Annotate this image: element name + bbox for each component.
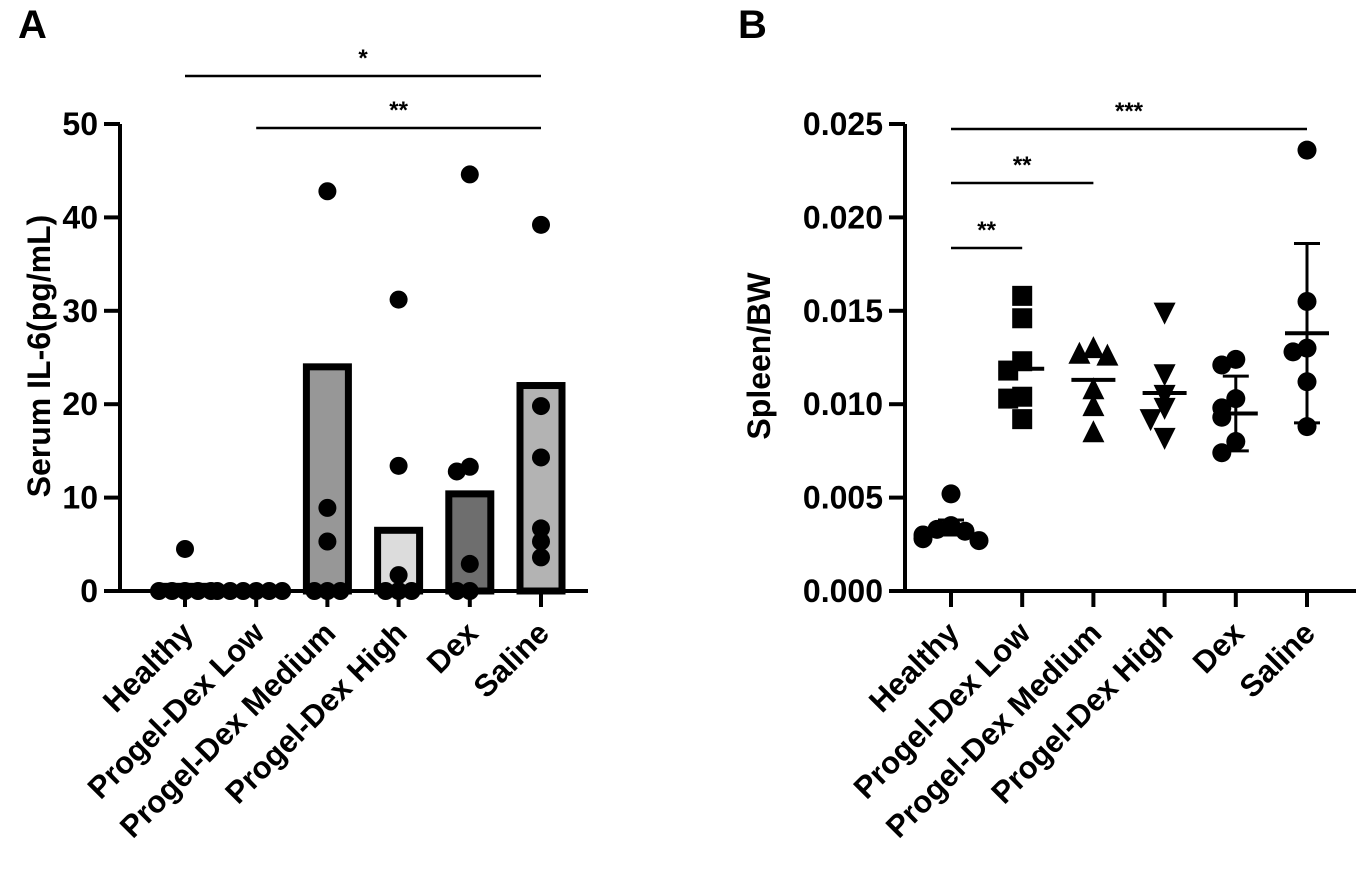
panel-b-point-healthy	[969, 531, 989, 551]
panel-a-y-tick-label: 10	[62, 480, 98, 516]
panel-a-point-saline	[532, 532, 550, 551]
panel-a-point-dex	[460, 554, 479, 573]
panel-a-bar-progel-dex-medium	[302, 363, 352, 595]
panel-b-significance-label: **	[977, 217, 996, 244]
panel-b-point-progel-dex-medium	[1082, 377, 1105, 400]
panel-b-point-dex	[1212, 443, 1232, 463]
panel-a-y-tick-label: 20	[62, 386, 98, 422]
panel-a-point-dex	[447, 462, 466, 481]
panel-b-letter: B	[738, 3, 767, 47]
panel-a-point-progel-dex-medium	[318, 182, 337, 201]
panel-a-category-label-saline: Saline	[467, 615, 556, 704]
panel-b-category-label-saline: Saline	[1233, 615, 1322, 704]
panel-a-point-progel-dex-low	[221, 582, 240, 600]
panel-a-y-axis-label: Serum IL-6(pg/mL)	[21, 215, 57, 498]
panel-a-point-progel-dex-low	[273, 582, 292, 600]
panel-a-point-healthy	[150, 582, 168, 600]
panel-b-point-progel-dex-high	[1153, 364, 1176, 387]
panel-a-point-progel-dex-high	[389, 566, 408, 585]
panel-a-significance-label: **	[389, 97, 408, 124]
panel-b-point-progel-dex-high	[1153, 302, 1176, 325]
panel-b-point-progel-dex-low	[1012, 409, 1033, 430]
panel-a-letter: A	[18, 3, 47, 47]
panel-b-point-healthy	[913, 529, 933, 549]
panel-a-point-progel-dex-high	[389, 456, 408, 475]
panel-a-point-progel-dex-low	[247, 582, 266, 600]
panel-a-point-progel-dex-medium	[318, 498, 337, 517]
panel-a-point-healthy	[176, 582, 194, 600]
panel-b-point-saline	[1283, 342, 1303, 362]
panel-b-significance-label: ***	[1115, 98, 1144, 125]
panel-a-point-saline	[532, 215, 550, 234]
panel-b-point-progel-dex-high	[1153, 397, 1176, 420]
panel-a-point-progel-dex-medium	[318, 532, 337, 551]
panel-a-bar-dex	[445, 490, 495, 595]
panel-a-point-progel-dex-medium	[331, 582, 350, 600]
panel-b-point-progel-dex-medium	[1082, 420, 1105, 443]
panel-b-y-tick-label: 0.025	[803, 106, 883, 142]
panel-a-y-tick-label: 30	[62, 293, 98, 329]
panel-a-y-tick-label: 50	[62, 106, 98, 142]
panel-a-point-progel-dex-high	[402, 582, 421, 600]
panel-b-point-progel-dex-high	[1153, 427, 1176, 450]
panel-a-point-dex	[460, 165, 479, 184]
panel-b-point-progel-dex-medium	[1068, 341, 1091, 364]
panel-b-point-progel-dex-medium	[1082, 336, 1105, 359]
panel-b-point-healthy	[941, 484, 961, 504]
panel-b-y-tick-label: 0.015	[803, 293, 883, 329]
panel-b-point-progel-dex-medium	[1082, 394, 1105, 417]
panel-a-y-tick-label: 0	[80, 573, 98, 609]
panel-a-point-dex	[460, 582, 479, 600]
panel-a-point-saline	[532, 448, 550, 467]
panel-a-significance-label: *	[358, 45, 368, 72]
panel-a-point-progel-dex-medium	[318, 582, 337, 600]
panel-b-point-dex	[1212, 407, 1232, 427]
panel-b-significance-label: **	[1013, 152, 1032, 179]
panel-b-point-dex	[1226, 389, 1246, 409]
panel-a-point-healthy	[163, 582, 181, 600]
panel-b-point-saline	[1297, 140, 1317, 160]
panel-b-point-progel-dex-low	[998, 388, 1019, 409]
panel-a-point-progel-dex-low	[234, 582, 253, 600]
panel-b-y-tick-label: 0.010	[803, 386, 883, 422]
panel-a-y-tick-label: 40	[62, 199, 98, 235]
panel-b-point-saline	[1297, 291, 1317, 311]
panel-a-point-saline	[532, 397, 550, 416]
panel-b-point-saline	[1297, 372, 1317, 392]
panel-a-point-progel-dex-medium	[305, 582, 324, 600]
panel-b-point-saline	[1297, 417, 1317, 437]
panel-a-point-saline	[532, 519, 550, 538]
panel-a-chart: Serum IL-6(pg/mL) 01020304050HealthyProg…	[21, 45, 588, 845]
panel-b-y-tick-label: 0.005	[803, 480, 883, 516]
panel-b-y-tick-label: 0.000	[803, 573, 883, 609]
panel-a-point-progel-dex-low	[208, 582, 227, 600]
panel-b-point-progel-dex-low	[1012, 308, 1033, 329]
panel-b-chart: Spleen/BW 0.000 0.005 0.010 0.015 0.020 0.025…	[741, 98, 1356, 845]
panel-b-point-dex	[1212, 355, 1232, 375]
panel-a-point-healthy	[176, 539, 194, 558]
panel-a-point-progel-dex-low	[260, 582, 279, 600]
panel-a-point-saline	[532, 548, 550, 567]
panel-a-point-progel-dex-high	[389, 290, 408, 309]
panel-a-point-progel-dex-high	[389, 582, 408, 600]
panel-b-point-progel-dex-high	[1139, 409, 1162, 432]
panel-b-point-progel-dex-high	[1153, 384, 1176, 407]
panel-a-point-healthy	[189, 582, 207, 600]
panel-a-point-dex	[447, 582, 466, 600]
panel-b-y-tick-label: 0.020	[803, 199, 883, 235]
panel-b-point-progel-dex-medium	[1096, 343, 1119, 366]
panel-a-point-progel-dex-high	[376, 582, 395, 600]
panel-b-point-dex	[1226, 432, 1246, 452]
panel-b-y-axis-label: Spleen/BW	[741, 272, 777, 440]
panel-b-point-progel-dex-low	[1012, 285, 1033, 306]
